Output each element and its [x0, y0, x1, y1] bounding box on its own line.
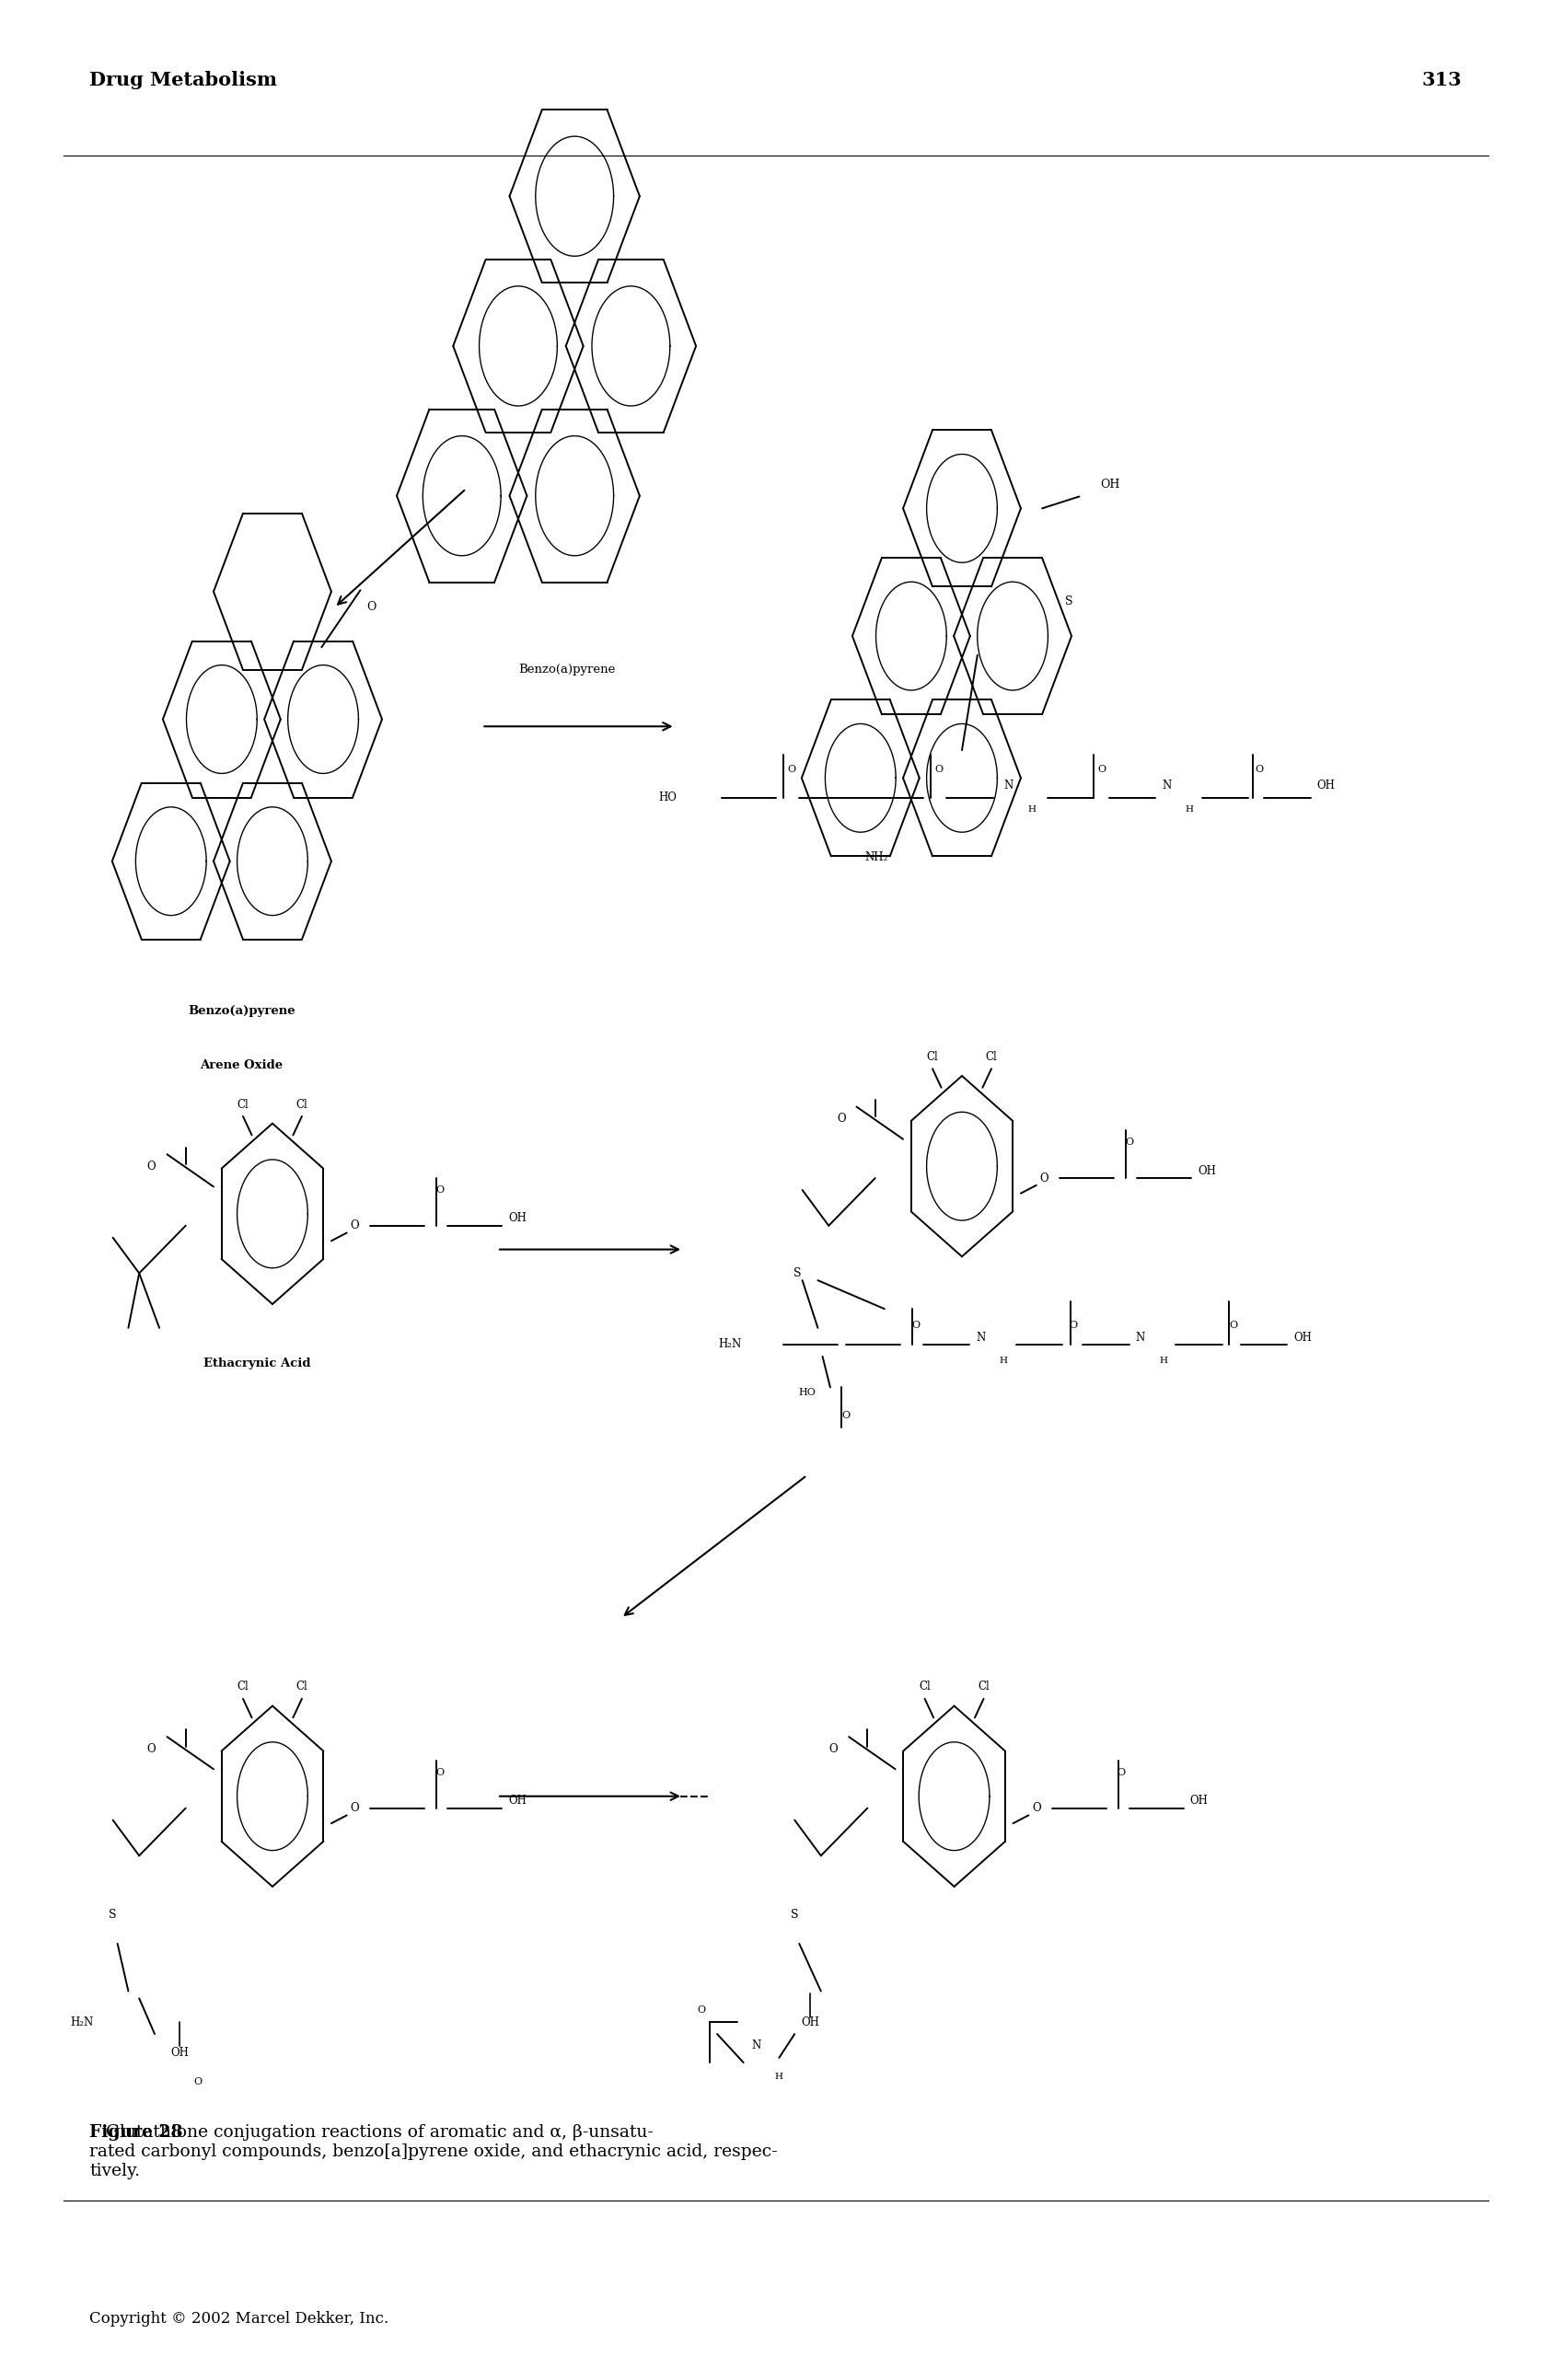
Text: Copyright © 2002 Marcel Dekker, Inc.: Copyright © 2002 Marcel Dekker, Inc. — [90, 2311, 390, 2325]
Text: O: O — [436, 1185, 444, 1195]
Text: O: O — [829, 1742, 838, 1754]
Text: OH: OH — [1198, 1164, 1215, 1178]
Text: O: O — [837, 1114, 846, 1126]
Text: H: H — [1159, 1357, 1167, 1366]
Text: Benzo(a)pyrene: Benzo(a)pyrene — [518, 664, 615, 676]
Text: H: H — [774, 2073, 784, 2080]
Text: O: O — [787, 764, 796, 774]
Text: Cl: Cl — [296, 1100, 307, 1111]
Text: HO: HO — [798, 1388, 816, 1397]
Text: O: O — [1125, 1138, 1133, 1147]
Text: OH: OH — [1294, 1330, 1311, 1342]
Text: O: O — [194, 2078, 202, 2087]
Text: N: N — [751, 2040, 760, 2052]
Text: O: O — [366, 600, 376, 612]
Text: Glutathione conjugation reactions of aromatic and α, β-unsatu-
rated carbonyl co: Glutathione conjugation reactions of aro… — [90, 2125, 778, 2180]
Text: S: S — [790, 1909, 799, 1921]
Text: H: H — [1027, 804, 1035, 814]
Text: Cl: Cl — [237, 1100, 248, 1111]
Text: O: O — [1032, 1802, 1041, 1814]
Text: OH: OH — [171, 2047, 189, 2059]
Text: O: O — [934, 764, 944, 774]
Text: OH: OH — [1100, 478, 1121, 490]
Text: Drug Metabolism: Drug Metabolism — [90, 71, 278, 88]
Text: O: O — [1040, 1171, 1049, 1185]
Text: H: H — [1186, 804, 1193, 814]
Text: HO: HO — [658, 793, 677, 804]
Text: O: O — [1069, 1321, 1077, 1330]
Text: Benzo(a)pyrene: Benzo(a)pyrene — [188, 1004, 295, 1016]
Text: O: O — [147, 1159, 157, 1173]
Text: O: O — [911, 1321, 920, 1330]
Text: O: O — [1229, 1321, 1237, 1330]
Text: Figure 28: Figure 28 — [90, 2125, 183, 2142]
Text: OH: OH — [1190, 1795, 1207, 1806]
Text: Arene Oxide: Arene Oxide — [200, 1059, 282, 1071]
Text: Cl: Cl — [927, 1052, 939, 1064]
Text: N: N — [1162, 781, 1172, 793]
Text: S: S — [109, 1909, 116, 1921]
Text: N: N — [1136, 1330, 1145, 1342]
Text: H₂N: H₂N — [719, 1338, 742, 1349]
Text: Cl: Cl — [986, 1052, 998, 1064]
Text: S: S — [793, 1266, 801, 1278]
Text: OH: OH — [508, 1211, 526, 1226]
Text: OH: OH — [801, 2016, 819, 2028]
Text: 313: 313 — [1422, 71, 1462, 88]
Text: H: H — [999, 1357, 1007, 1366]
Text: Cl: Cl — [296, 1680, 307, 1692]
Text: NH₂: NH₂ — [864, 852, 888, 864]
Text: N: N — [1004, 781, 1013, 793]
Text: Cl: Cl — [237, 1680, 248, 1692]
Text: S: S — [1065, 595, 1072, 607]
Text: O: O — [436, 1768, 444, 1778]
Text: O: O — [1117, 1768, 1125, 1778]
Text: O: O — [841, 1411, 850, 1421]
Text: OH: OH — [508, 1795, 526, 1806]
Text: O: O — [351, 1219, 359, 1230]
Text: O: O — [147, 1742, 157, 1754]
Text: H₂N: H₂N — [70, 2016, 93, 2028]
Text: Ethacrynic Acid: Ethacrynic Acid — [203, 1357, 310, 1368]
Text: O: O — [351, 1802, 359, 1814]
Text: O: O — [1256, 764, 1263, 774]
Text: OH: OH — [1318, 781, 1335, 793]
Text: Cl: Cl — [919, 1680, 931, 1692]
Text: O: O — [1097, 764, 1105, 774]
Text: O: O — [697, 2006, 706, 2016]
Text: Cl: Cl — [978, 1680, 990, 1692]
Text: N: N — [976, 1330, 986, 1342]
